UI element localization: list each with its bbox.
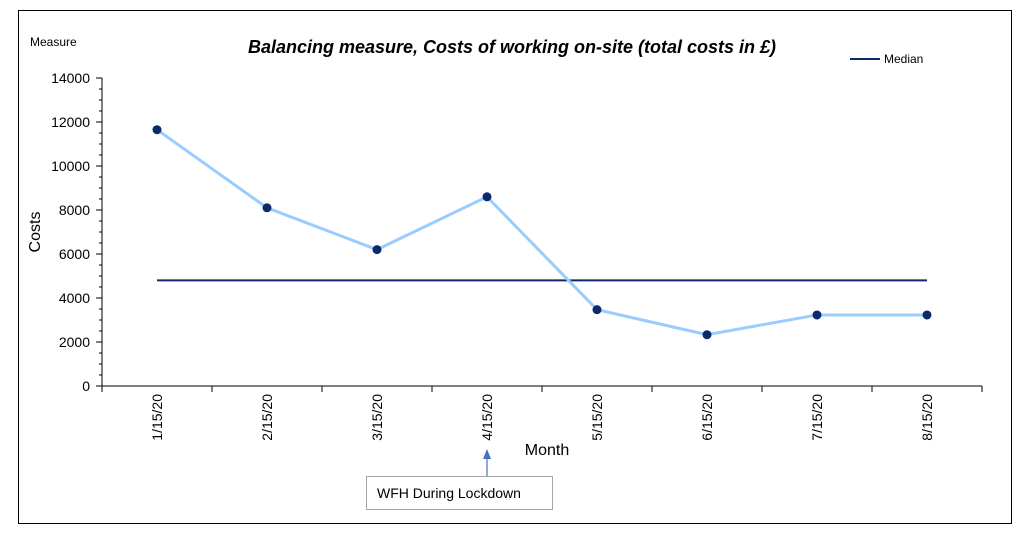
cost-point xyxy=(372,245,382,255)
legend: Median xyxy=(850,52,923,66)
cost-point xyxy=(262,203,272,213)
cost-point xyxy=(702,330,712,340)
cost-point xyxy=(482,192,492,202)
cost-point xyxy=(592,305,602,315)
annotation-box: WFH During Lockdown xyxy=(366,476,553,510)
corner-label: Measure xyxy=(30,35,77,49)
cost-series xyxy=(152,125,932,340)
cost-line xyxy=(156,128,927,337)
y-tick-label: 6000 xyxy=(59,246,90,262)
y-tick-label: 0 xyxy=(82,378,90,394)
cost-point xyxy=(812,310,822,320)
legend-median-label: Median xyxy=(884,52,923,66)
x-tick-label: 1/15/20 xyxy=(149,394,165,441)
x-axis: 1/15/20 2/15/20 3/15/20 4/15/20 5/15/20 6/15/… xyxy=(101,385,983,441)
y-tick-label: 2000 xyxy=(59,334,90,350)
chart-title: Balancing measure, Costs of working on-s… xyxy=(248,37,776,57)
y-tick-label: 4000 xyxy=(59,290,90,306)
y-tick-label: 8000 xyxy=(59,202,90,218)
chart-frame xyxy=(18,10,1012,524)
y-tick-label: 12000 xyxy=(51,114,90,130)
cost-point xyxy=(922,310,932,320)
x-tick-label: 7/15/20 xyxy=(809,394,825,441)
annotation-arrow-head xyxy=(483,449,491,459)
x-axis-title: Month xyxy=(525,442,569,459)
x-tick-label: 3/15/20 xyxy=(369,394,385,441)
y-tick-label: 10000 xyxy=(51,158,90,174)
x-tick-label: 2/15/20 xyxy=(259,394,275,441)
x-tick-label: 5/15/20 xyxy=(589,394,605,441)
y-tick-label: 14000 xyxy=(51,70,90,86)
y-axis-title: Costs xyxy=(27,212,44,253)
cost-point xyxy=(152,125,162,135)
annotation-arrow xyxy=(483,449,491,476)
x-tick-label: 4/15/20 xyxy=(479,394,495,441)
x-tick-label: 6/15/20 xyxy=(699,394,715,441)
y-axis: 0 2000 4000 6000 8000 10000 12000 14000 xyxy=(51,70,103,394)
x-tick-label: 8/15/20 xyxy=(919,394,935,441)
